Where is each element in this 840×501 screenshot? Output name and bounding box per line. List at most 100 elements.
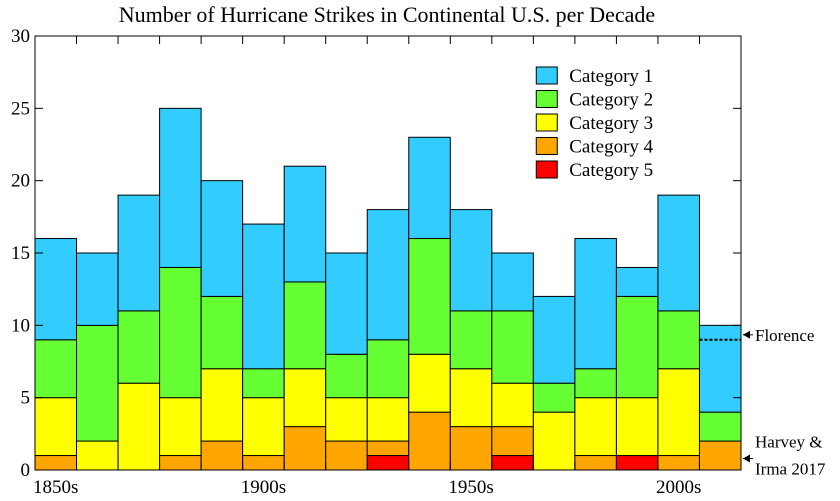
y-tick-label-0: 0	[21, 460, 31, 481]
bar-1940s-category-1	[408, 136, 451, 240]
bar-1960s-category-5	[491, 455, 534, 471]
bars-group	[34, 107, 742, 471]
bar-1850s-category-3	[34, 397, 78, 457]
bar-1860s-category-3	[76, 440, 119, 471]
bar-1910s-category-1	[283, 165, 327, 283]
bar-1870s-category-3	[117, 382, 161, 471]
bar-1910s-category-2	[283, 281, 327, 370]
bar-1990s-category-3	[615, 397, 659, 457]
bar-1850s-category-2	[34, 339, 78, 399]
annotation-florence: Florence	[755, 326, 814, 345]
bar-1920s-category-4	[325, 440, 368, 471]
y-tick-label-25: 25	[11, 98, 30, 119]
y-tick-label-10: 10	[11, 315, 30, 336]
bar-1880s-category-2	[159, 266, 202, 399]
bar-2000s-category-2	[657, 310, 700, 370]
bar-2010s-category-2	[698, 411, 742, 442]
annotations: Florence Harvey & Irma 2017	[699, 326, 826, 479]
bar-1950s-category-3	[449, 368, 493, 428]
florence-arrow-head	[743, 330, 750, 339]
bar-2000s-category-4	[657, 455, 700, 471]
bar-1910s-category-3	[283, 368, 327, 428]
legend-label-category-5: Category 5	[569, 160, 653, 181]
x-tick-label-2000s: 2000s	[656, 477, 701, 497]
bar-1960s-category-1	[491, 252, 534, 312]
bar-1900s-category-2	[242, 368, 285, 399]
bar-1980s-category-2	[574, 368, 617, 399]
legend-swatch-category-1	[535, 66, 558, 85]
legend-swatch-category-2	[535, 90, 558, 108]
y-axis: 0 5 10 15 20 25 30	[11, 26, 741, 481]
bar-1970s-category-1	[532, 295, 576, 384]
bar-1940s-category-2	[408, 238, 451, 355]
bar-1860s-category-1	[76, 252, 119, 326]
bar-1980s-category-4	[574, 455, 617, 471]
y-tick-label-15: 15	[11, 243, 30, 264]
bar-1950s-category-1	[449, 209, 493, 312]
bar-2000s-category-3	[657, 368, 700, 457]
bar-1890s-category-4	[200, 440, 244, 471]
bar-1870s-category-2	[117, 310, 161, 384]
bar-1930s-category-5	[366, 455, 410, 471]
bar-1930s-category-3	[366, 397, 410, 442]
bar-1900s-category-1	[242, 223, 285, 370]
x-axis: 1850s 1900s 1950s 2000s	[33, 36, 701, 498]
y-tick-label-5: 5	[21, 388, 31, 409]
x-tick-label-1950s: 1950s	[448, 477, 493, 497]
bar-1940s-category-3	[408, 353, 451, 413]
bar-1890s-category-2	[200, 295, 244, 370]
bar-1870s-category-1	[117, 194, 161, 312]
bar-1910s-category-4	[283, 426, 327, 471]
bar-1900s-category-3	[242, 397, 285, 457]
y-tick-label-20: 20	[11, 171, 30, 192]
bar-1950s-category-2	[449, 310, 493, 370]
bar-1850s-category-4	[34, 455, 78, 471]
bar-1880s-category-3	[159, 397, 202, 457]
bar-1960s-category-3	[491, 382, 534, 428]
x-tick-label-1900s: 1900s	[241, 477, 286, 497]
legend-swatch-category-4	[535, 137, 558, 155]
bar-1990s-category-2	[615, 295, 659, 399]
bar-1970s-category-3	[532, 411, 576, 471]
bar-1880s-category-4	[159, 455, 202, 471]
bar-1920s-category-2	[325, 353, 368, 399]
bar-1900s-category-4	[242, 455, 285, 471]
bar-1930s-category-2	[366, 339, 410, 399]
bar-2000s-category-1	[657, 194, 700, 312]
legend-swatch-category-5	[535, 160, 558, 179]
bar-1980s-category-3	[574, 397, 617, 457]
bar-1980s-category-1	[574, 238, 617, 370]
bar-1890s-category-1	[200, 180, 244, 297]
bar-1930s-category-1	[366, 209, 410, 341]
bar-2010s-category-4	[698, 440, 742, 471]
bar-1920s-category-3	[325, 397, 368, 442]
harvey-irma-arrow-head	[743, 454, 750, 463]
chart-title: Number of Hurricane Strikes in Continent…	[119, 2, 655, 27]
bar-1960s-category-4	[491, 426, 534, 457]
legend-label-category-4: Category 4	[569, 137, 653, 158]
bar-1890s-category-3	[200, 368, 244, 442]
legend-swatch-category-3	[535, 113, 558, 132]
x-tick-label-1850s: 1850s	[33, 477, 78, 497]
bar-1850s-category-1	[34, 238, 78, 341]
bar-1880s-category-1	[159, 107, 202, 268]
bar-1970s-category-2	[532, 382, 576, 413]
legend-label-category-2: Category 2	[569, 90, 653, 111]
legend-label-category-1: Category 1	[569, 66, 653, 87]
bar-2010s-category-1	[698, 324, 742, 413]
bar-1920s-category-1	[325, 252, 368, 355]
annotation-irma-2017: Irma 2017	[755, 460, 826, 479]
bar-1940s-category-4	[408, 411, 451, 471]
bar-1990s-category-1	[615, 266, 659, 297]
bar-1860s-category-2	[76, 324, 119, 442]
annotation-harvey: Harvey &	[755, 433, 823, 452]
y-tick-label-30: 30	[11, 26, 30, 47]
bar-1950s-category-4	[449, 426, 493, 471]
legend-label-category-3: Category 3	[569, 113, 653, 134]
bar-1960s-category-2	[491, 310, 534, 384]
bar-1930s-category-4	[366, 440, 410, 457]
bar-1990s-category-5	[615, 455, 659, 471]
